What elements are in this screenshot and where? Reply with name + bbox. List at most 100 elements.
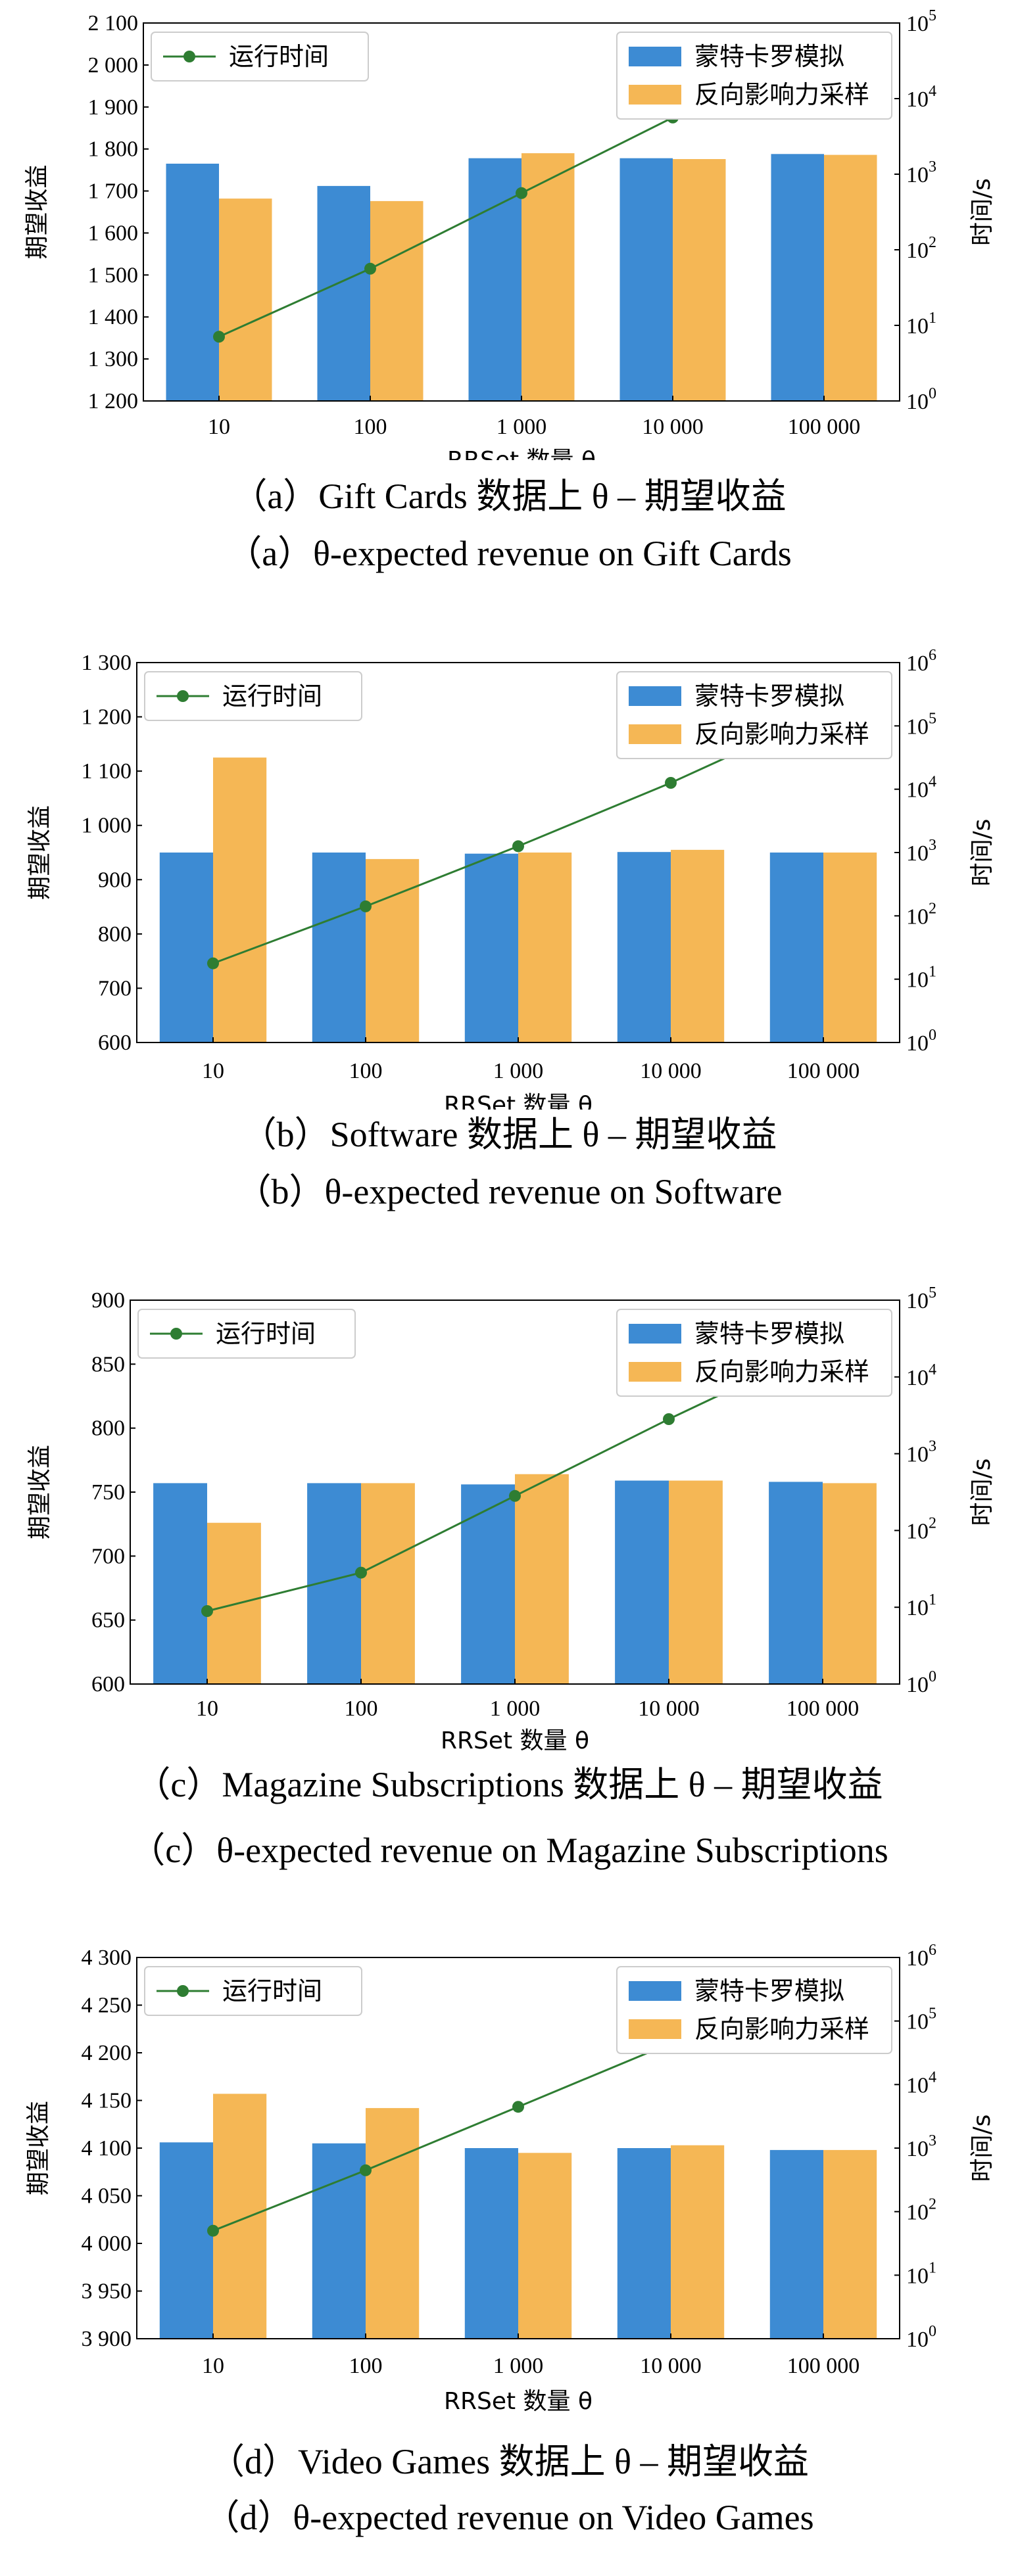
legend-rr-label: 反向影响力采样 <box>694 80 869 109</box>
x-tick-label: 100 000 <box>787 2354 860 2378</box>
runtime-point-3 <box>665 777 677 789</box>
caption-zh-d: （d）Video Games 数据上 θ – 期望收益 <box>208 2442 810 2481</box>
bar-reverse-sampling-3 <box>669 1480 723 1684</box>
y2-tick-label: 102 <box>906 900 936 929</box>
chart-panel-c: 600 650 700 750 800 850 900 100 101 102 103 104 105 1… <box>0 1275 1018 1919</box>
bar-reverse-sampling-1 <box>370 200 424 401</box>
x-axis-label: RRSet 数量 θ <box>444 1092 593 1110</box>
y2-tick-label: 103 <box>906 1438 936 1467</box>
x-tick-label: 1 000 <box>497 415 547 439</box>
caption-en-c: （c）θ-expected revenue on Magazine Subscr… <box>130 1831 888 1870</box>
caption-en-b: （b）θ-expected revenue on Software <box>235 1172 783 1211</box>
y-tick-label: 3 950 <box>82 2280 132 2304</box>
y2-tick-label: 106 <box>906 1942 936 1971</box>
bar-monte-carlo-3 <box>615 1480 669 1684</box>
y-tick-label: 1 200 <box>88 389 139 413</box>
x-tick-label: 10 <box>202 2354 224 2378</box>
legend-mc-label: 蒙特卡罗模拟 <box>694 682 844 711</box>
y-tick-label: 4 300 <box>82 1946 132 1970</box>
bar-reverse-sampling-4 <box>823 2149 877 2339</box>
y2-tick-label: 104 <box>906 774 936 803</box>
y-tick-label: 1 700 <box>88 179 139 204</box>
legend-runtime-label: 运行时间 <box>222 682 322 711</box>
caption-zh-b: （b）Software 数据上 θ – 期望收益 <box>241 1115 777 1154</box>
runtime-point-1 <box>364 262 376 275</box>
y2-tick-label: 101 <box>906 2259 936 2288</box>
runtime-point-3 <box>663 1413 675 1425</box>
y-tick-label: 1 800 <box>88 137 139 162</box>
legend-runtime-label: 运行时间 <box>222 1977 322 2005</box>
bar-reverse-sampling-4 <box>823 853 877 1042</box>
x-tick-label: 10 000 <box>640 2354 702 2378</box>
legend-runtime: 运行时间 <box>137 1309 356 1359</box>
legend-rr-label: 反向影响力采样 <box>694 1357 869 1386</box>
runtime-point-0 <box>207 2224 219 2237</box>
legend-box <box>616 671 892 759</box>
bar-reverse-sampling-1 <box>361 1483 415 1684</box>
y-tick-label: 4 100 <box>82 2136 132 2161</box>
chart-panel-a: 1 200 1 300 1 400 1 500 1 600 1 700 1 800 1 900… <box>0 0 1018 573</box>
caption-zh-a: （a）Gift Cards 数据上 θ – 期望收益 <box>231 477 787 516</box>
bar-reverse-sampling-2 <box>515 1474 569 1684</box>
legend-mc-swatch <box>629 1324 681 1344</box>
legend-box <box>151 32 369 82</box>
x-tick-label: 100 <box>345 1697 378 1721</box>
y-tick-label: 3 900 <box>82 2327 132 2351</box>
bar-monte-carlo-1 <box>312 853 366 1042</box>
runtime-point-2 <box>509 1489 521 1502</box>
bar-reverse-sampling-2 <box>518 2153 572 2339</box>
y2-axis-label: 时间/s <box>969 1459 996 1526</box>
legend-line-marker <box>177 690 189 702</box>
y-tick-label: 700 <box>98 976 132 1000</box>
bar-monte-carlo-2 <box>461 1484 515 1684</box>
y-tick-label: 1 900 <box>88 95 139 120</box>
x-tick-label: 100 <box>354 415 387 439</box>
x-tick-label: 10 000 <box>642 415 704 439</box>
legend-runtime: 运行时间 <box>144 671 362 721</box>
caption-en-d: （d）θ-expected revenue on Video Games <box>204 2498 814 2537</box>
legend-box <box>616 1309 892 1397</box>
y2-tick-label: 105 <box>906 7 936 36</box>
y-tick-label: 2 100 <box>88 11 139 35</box>
legend-mc-swatch <box>629 686 681 706</box>
bar-reverse-sampling-4 <box>824 154 877 401</box>
chart-b: 600 700 800 900 1 000 1 100 1 200 1 300 100 101 10… <box>26 647 996 1110</box>
legend-box <box>144 671 362 721</box>
y-tick-label: 4 200 <box>82 2041 132 2065</box>
legend-box <box>616 1966 892 2054</box>
x-tick-label: 10 000 <box>640 1059 702 1083</box>
bar-monte-carlo-2 <box>468 158 521 401</box>
y2-tick-label: 105 <box>906 1284 936 1313</box>
legend-mc-swatch <box>629 1981 681 2001</box>
y-tick-label: 1 300 <box>88 347 139 371</box>
y2-tick-label: 100 <box>906 2323 936 2352</box>
y-axis-label: 期望收益 <box>26 1445 53 1539</box>
y-tick-label: 600 <box>91 1672 125 1697</box>
runtime-point-0 <box>213 331 225 343</box>
y-tick-label: 1 300 <box>82 651 132 675</box>
legend-mc-label: 蒙特卡罗模拟 <box>694 1319 844 1348</box>
bar-reverse-sampling-2 <box>518 853 572 1042</box>
x-tick-label: 100 <box>349 1059 383 1083</box>
y2-axis-label: 时间/s <box>969 178 996 246</box>
y-tick-label: 4 050 <box>82 2184 132 2209</box>
x-axis-label: RRSet 数量 θ <box>444 2388 593 2412</box>
caption-zh-c: （c）Magazine Subscriptions 数据上 θ – 期望收益 <box>135 1765 883 1804</box>
y-axis-label: 期望收益 <box>24 164 51 259</box>
x-tick-label: 10 <box>202 1059 224 1083</box>
bar-monte-carlo-4 <box>771 154 824 402</box>
bar-reverse-sampling-3 <box>671 2145 725 2339</box>
x-tick-label: 100 000 <box>787 1697 860 1721</box>
bar-reverse-sampling-1 <box>366 858 420 1042</box>
y-tick-label: 4 150 <box>82 2089 132 2113</box>
legend-rr-label: 反向影响力采样 <box>694 720 869 749</box>
y-tick-label: 750 <box>91 1480 125 1505</box>
bar-monte-carlo-0 <box>166 164 219 401</box>
y2-tick-label: 100 <box>906 385 936 414</box>
y-tick-label: 1 400 <box>88 305 139 329</box>
y-tick-label: 850 <box>91 1352 125 1376</box>
bar-reverse-sampling-4 <box>823 1483 877 1684</box>
bar-monte-carlo-1 <box>312 2143 366 2339</box>
